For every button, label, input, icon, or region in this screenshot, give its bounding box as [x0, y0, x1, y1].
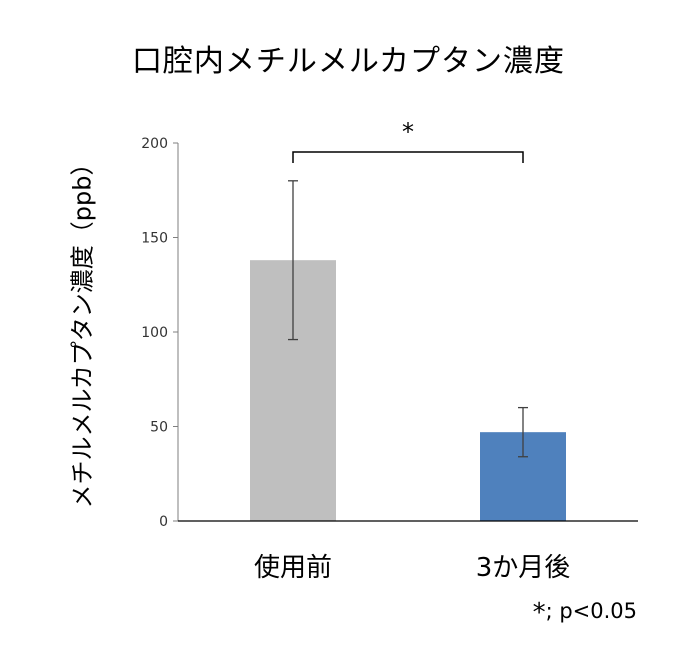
- y-tick-label: 150: [141, 231, 168, 247]
- significance-bracket: [292, 151, 524, 163]
- x-category-label: 使用前: [254, 553, 332, 583]
- y-tick-label: 100: [141, 325, 168, 341]
- y-tick-label: 200: [141, 136, 168, 152]
- chart-title: 口腔内メチルメルカプタン濃度: [131, 44, 566, 79]
- footnote-symbol: *: [532, 598, 546, 628]
- footnote-text: ; p<0.05: [545, 599, 637, 623]
- y-tick-label: 50: [150, 420, 168, 436]
- x-category-label: 3か月後: [476, 553, 571, 583]
- significance-label: *: [402, 118, 414, 146]
- footnote: *; p<0.05: [533, 598, 637, 628]
- y-tick-label: 0: [159, 514, 168, 530]
